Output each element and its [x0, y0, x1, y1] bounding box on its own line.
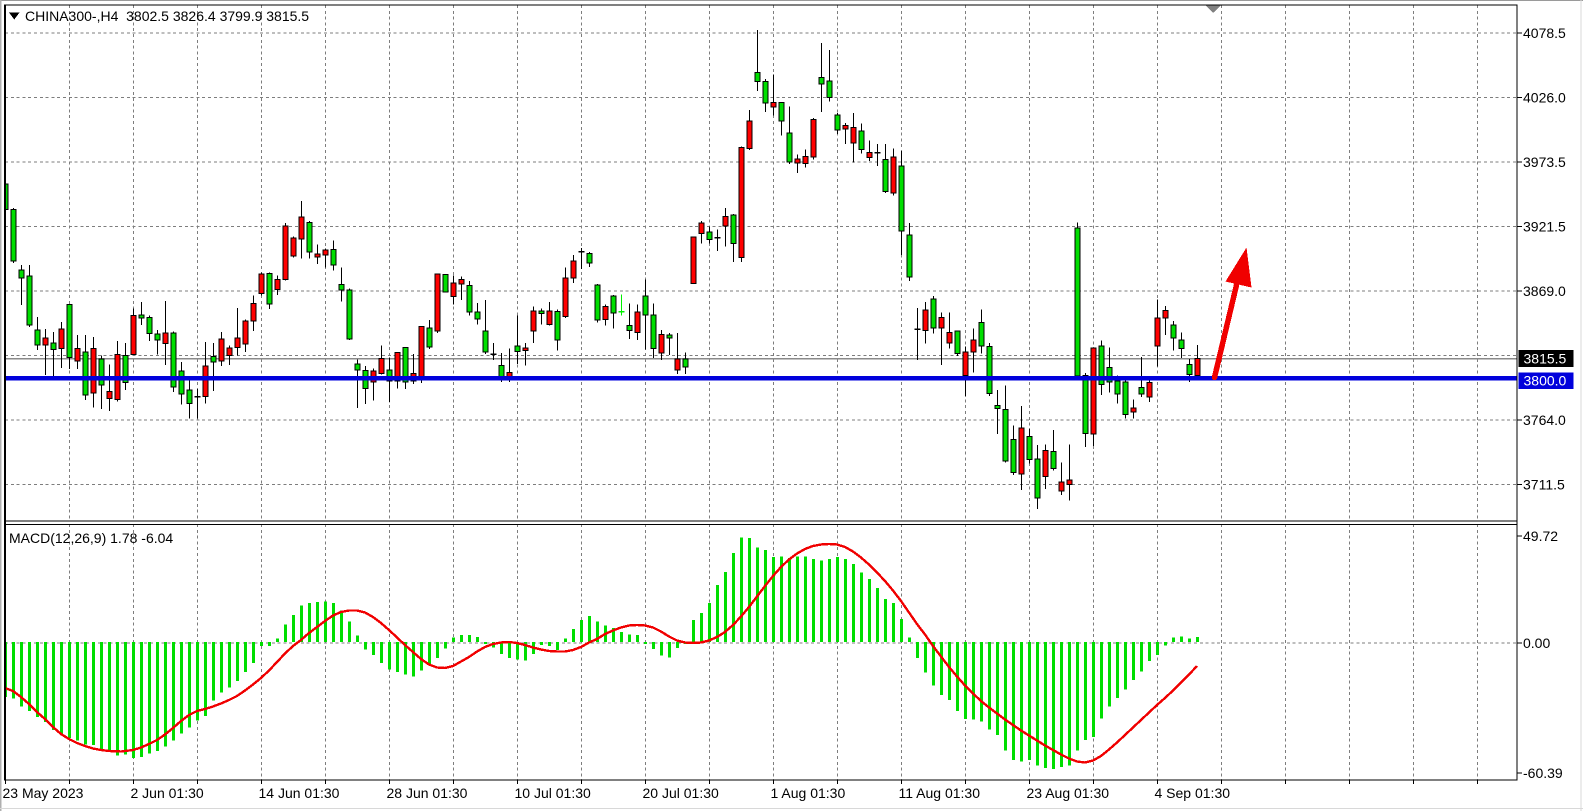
svg-text:3815.5: 3815.5: [1524, 350, 1567, 366]
svg-text:23 May 2023: 23 May 2023: [3, 785, 84, 801]
svg-text:2 Jun 01:30: 2 Jun 01:30: [131, 785, 204, 801]
svg-text:10 Jul 01:30: 10 Jul 01:30: [515, 785, 591, 801]
svg-text:3764.0: 3764.0: [1523, 412, 1566, 428]
svg-text:23 Aug 01:30: 23 Aug 01:30: [1027, 785, 1110, 801]
svg-text:14 Jun 01:30: 14 Jun 01:30: [259, 785, 340, 801]
svg-text:3711.5: 3711.5: [1523, 477, 1565, 493]
svg-text:3800.0: 3800.0: [1524, 372, 1567, 388]
svg-text:3869.0: 3869.0: [1523, 283, 1566, 299]
svg-text:-60.39: -60.39: [1523, 765, 1563, 781]
svg-text:4078.5: 4078.5: [1523, 25, 1566, 41]
svg-text:MACD(12,26,9) 1.78 -6.04: MACD(12,26,9) 1.78 -6.04: [9, 530, 173, 546]
svg-text:4 Sep 01:30: 4 Sep 01:30: [1155, 785, 1231, 801]
svg-text:3973.5: 3973.5: [1523, 154, 1566, 170]
svg-text:11 Aug 01:30: 11 Aug 01:30: [899, 785, 981, 801]
svg-text:49.72: 49.72: [1523, 528, 1558, 544]
svg-text:1 Aug 01:30: 1 Aug 01:30: [771, 785, 846, 801]
svg-text:3921.5: 3921.5: [1523, 219, 1566, 235]
svg-text:28 Jun 01:30: 28 Jun 01:30: [387, 785, 468, 801]
svg-text:4026.0: 4026.0: [1523, 90, 1566, 106]
svg-text:0.00: 0.00: [1523, 635, 1550, 651]
svg-text:20 Jul 01:30: 20 Jul 01:30: [643, 785, 719, 801]
svg-text:CHINA300-,H4 3802.5 3826.4 37: CHINA300-,H4 3802.5 3826.4 3799.9 3815.5: [25, 8, 309, 24]
